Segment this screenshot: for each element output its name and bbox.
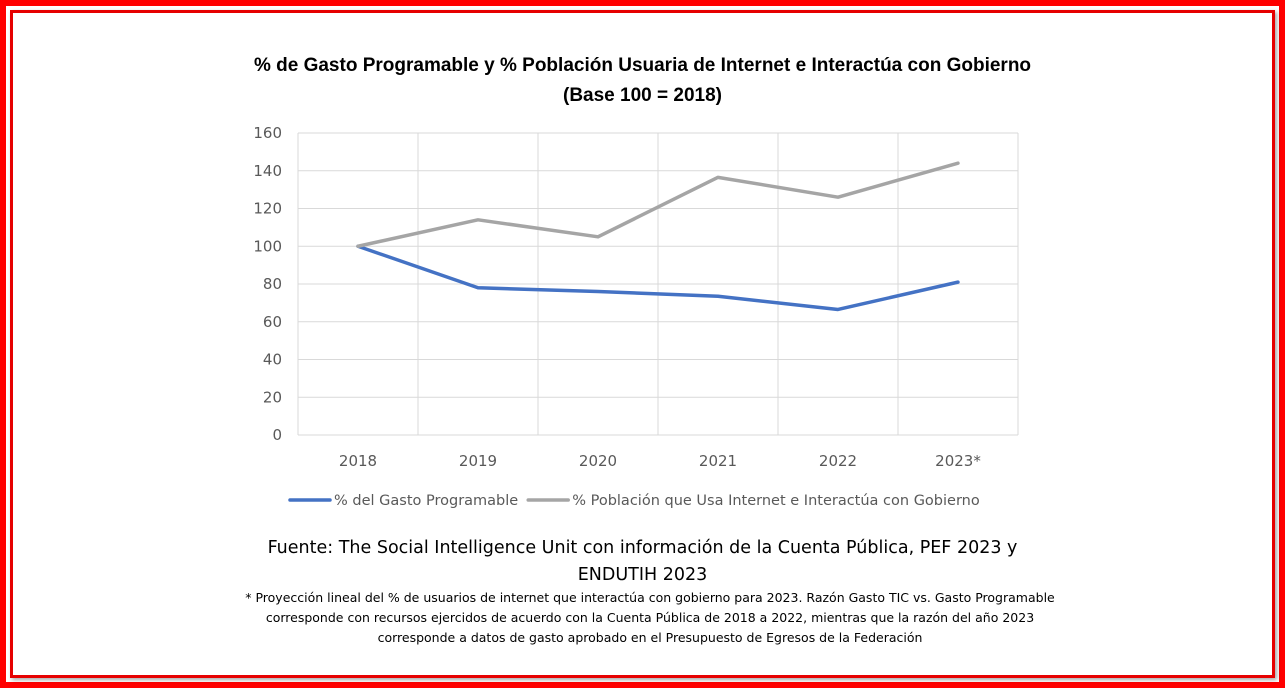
series-line-2 (356, 161, 960, 248)
series-lines (356, 161, 960, 312)
x-tick-label: 2018 (339, 452, 377, 470)
y-tick-label: 120 (253, 200, 282, 218)
legend-label-1: % del Gasto Programable (334, 493, 518, 509)
footnote: * Proyección lineal del % de usuarios de… (245, 590, 1055, 645)
legend: % del Gasto Programable % Población que U… (288, 493, 980, 509)
y-tick-label: 20 (263, 388, 282, 406)
x-axis-ticks: 2018 2019 2020 2021 2022 2023* (339, 452, 981, 470)
legend-label-2: % Población que Usa Internet e Interactú… (572, 493, 980, 509)
x-tick-label: 2019 (459, 452, 497, 470)
y-tick-label: 80 (263, 275, 282, 293)
grid-lines (297, 132, 1019, 436)
source-line-1: Fuente: The Social Intelligence Unit con… (267, 538, 1018, 558)
x-tick-label: 2021 (699, 452, 737, 470)
x-tick-label: 2023* (935, 452, 981, 470)
chart-title: % de Gasto Programable y % Población Usu… (253, 55, 1032, 76)
y-tick-label: 60 (263, 313, 282, 331)
inner-red-frame (10, 10, 1275, 678)
y-tick-label: 160 (253, 124, 282, 142)
y-tick-label: 100 (253, 237, 282, 255)
y-axis-ticks: 0 20 40 60 80 100 120 140 160 (253, 124, 282, 444)
y-tick-label: 140 (253, 162, 282, 180)
x-tick-label: 2020 (579, 452, 617, 470)
x-tick-label: 2022 (819, 452, 857, 470)
chart-subtitle: (Base 100 = 2018) (563, 85, 722, 106)
source-line-2: ENDUTIH 2023 (577, 565, 708, 585)
y-tick-label: 40 (263, 351, 282, 369)
y-tick-label: 0 (272, 426, 282, 444)
series-line-1 (356, 244, 960, 312)
